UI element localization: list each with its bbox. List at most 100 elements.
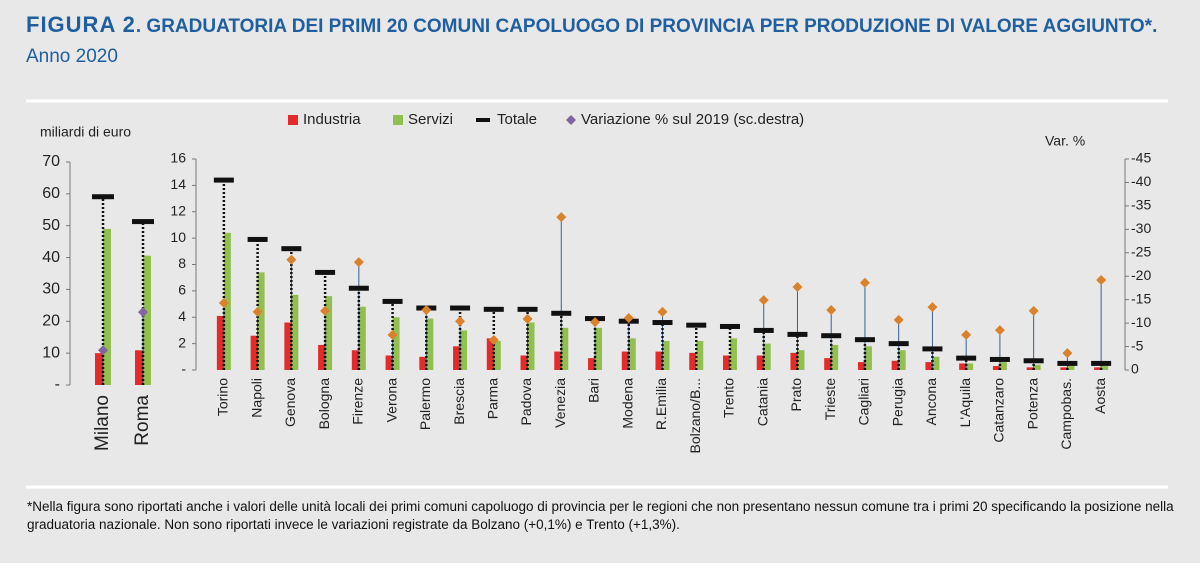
x-tick-label: Bolzano/B... [687,378,703,454]
bar [999,362,1007,370]
y-tick-label: 10 [170,229,186,245]
x-tick-label: Ancona [923,378,939,426]
bar [1101,366,1109,370]
legend-swatch [476,118,490,122]
bar [385,355,393,370]
bar [561,327,569,370]
legend-swatch [393,115,403,125]
bar [662,340,670,370]
y-tick-label: 70 [42,153,60,170]
bar [1067,366,1075,370]
y2-tick-label: -30 [1131,220,1151,236]
x-tick-label: Trieste [822,378,838,420]
bar [891,360,899,370]
total-marker [821,333,842,339]
bar [419,356,427,370]
variation-marker [590,317,601,328]
x-tick-label: Bari [586,378,602,403]
legend-label: Industria [303,111,361,128]
y-tick-label: 10 [42,344,60,361]
legend-label: Variazione % sul 2019 (sc.destra) [581,111,804,128]
total-marker [922,346,943,352]
y2-tick-label: -20 [1131,267,1151,283]
bar [932,356,940,370]
bar [898,350,906,370]
bar [520,355,528,370]
total-marker [517,306,538,312]
x-tick-label: L'Aquila [957,378,973,428]
x-tick-label: Milano [92,395,113,451]
total-marker [956,355,977,361]
x-tick-label: Verona [383,378,399,423]
total-marker [213,177,234,183]
total-marker [1091,360,1112,366]
variation-marker [488,334,499,345]
variation-marker [252,306,263,317]
y2-tick-label: -35 [1131,197,1151,213]
x-tick-label: Trento [721,378,737,418]
x-tick-label: Modena [619,378,635,429]
title-label: FIGURA 2 [26,12,136,37]
variation-marker [138,307,148,318]
total-marker [247,236,268,242]
x-tick-label: Torino [215,378,231,416]
bar [216,315,224,370]
variation-marker [1028,305,1039,316]
x-tick-label: Campobas. [1058,378,1074,450]
bar [966,363,974,370]
x-tick-label: Parma [484,378,500,419]
total-marker [686,322,707,328]
variation-marker [353,257,364,268]
variation-marker [387,329,398,340]
bar [797,350,805,370]
bar [756,355,764,370]
bar [250,335,258,370]
bar [790,352,798,370]
bar [864,346,872,370]
bar [831,344,839,370]
variation-marker [758,295,769,306]
x-tick-label: Catania [754,378,770,426]
bar [291,294,299,370]
x-tick-label: Potenza [1024,378,1040,430]
variation-marker [826,304,837,315]
subtitle: Anno 2020 [26,46,118,67]
total-marker [719,323,740,329]
total-marker [888,341,909,347]
y-tick-label: - [181,361,186,377]
bar [318,344,326,370]
bar [426,318,434,370]
total-marker [281,246,302,252]
x-tick-label: Brescia [451,378,467,425]
variation-marker [1062,348,1073,359]
y2-tick-label: -5 [1131,337,1144,353]
bar [257,272,265,370]
bar [588,358,596,370]
x-tick-label: Padova [518,378,534,426]
variation-marker [286,254,297,265]
bar [1094,367,1102,370]
y2-tick-label: -45 [1131,150,1151,166]
y-tick-label: - [55,376,60,393]
variation-marker [522,313,533,324]
x-tick-label: R.Emilia [653,378,669,430]
legend-swatch [288,115,298,125]
y-axis-label: miliardi di euro [40,124,131,140]
bar [824,358,832,370]
x-tick-label: Prato [788,378,804,412]
bar [959,363,967,370]
bar [493,340,501,370]
variation-marker [994,325,1005,336]
bar [857,362,865,370]
variation-marker [421,304,432,315]
y2-tick-label: -40 [1131,173,1151,189]
bar [1026,367,1034,370]
x-tick-label: Catanzaro [991,378,1007,443]
bar [696,340,704,370]
x-tick-label: Palermo [417,378,433,430]
bar [925,362,933,370]
x-tick-label: Genova [282,378,298,427]
variation-marker [218,297,229,308]
title: . GRADUATORIA DEI PRIMI 20 COMUNI CAPOLU… [135,16,1158,37]
